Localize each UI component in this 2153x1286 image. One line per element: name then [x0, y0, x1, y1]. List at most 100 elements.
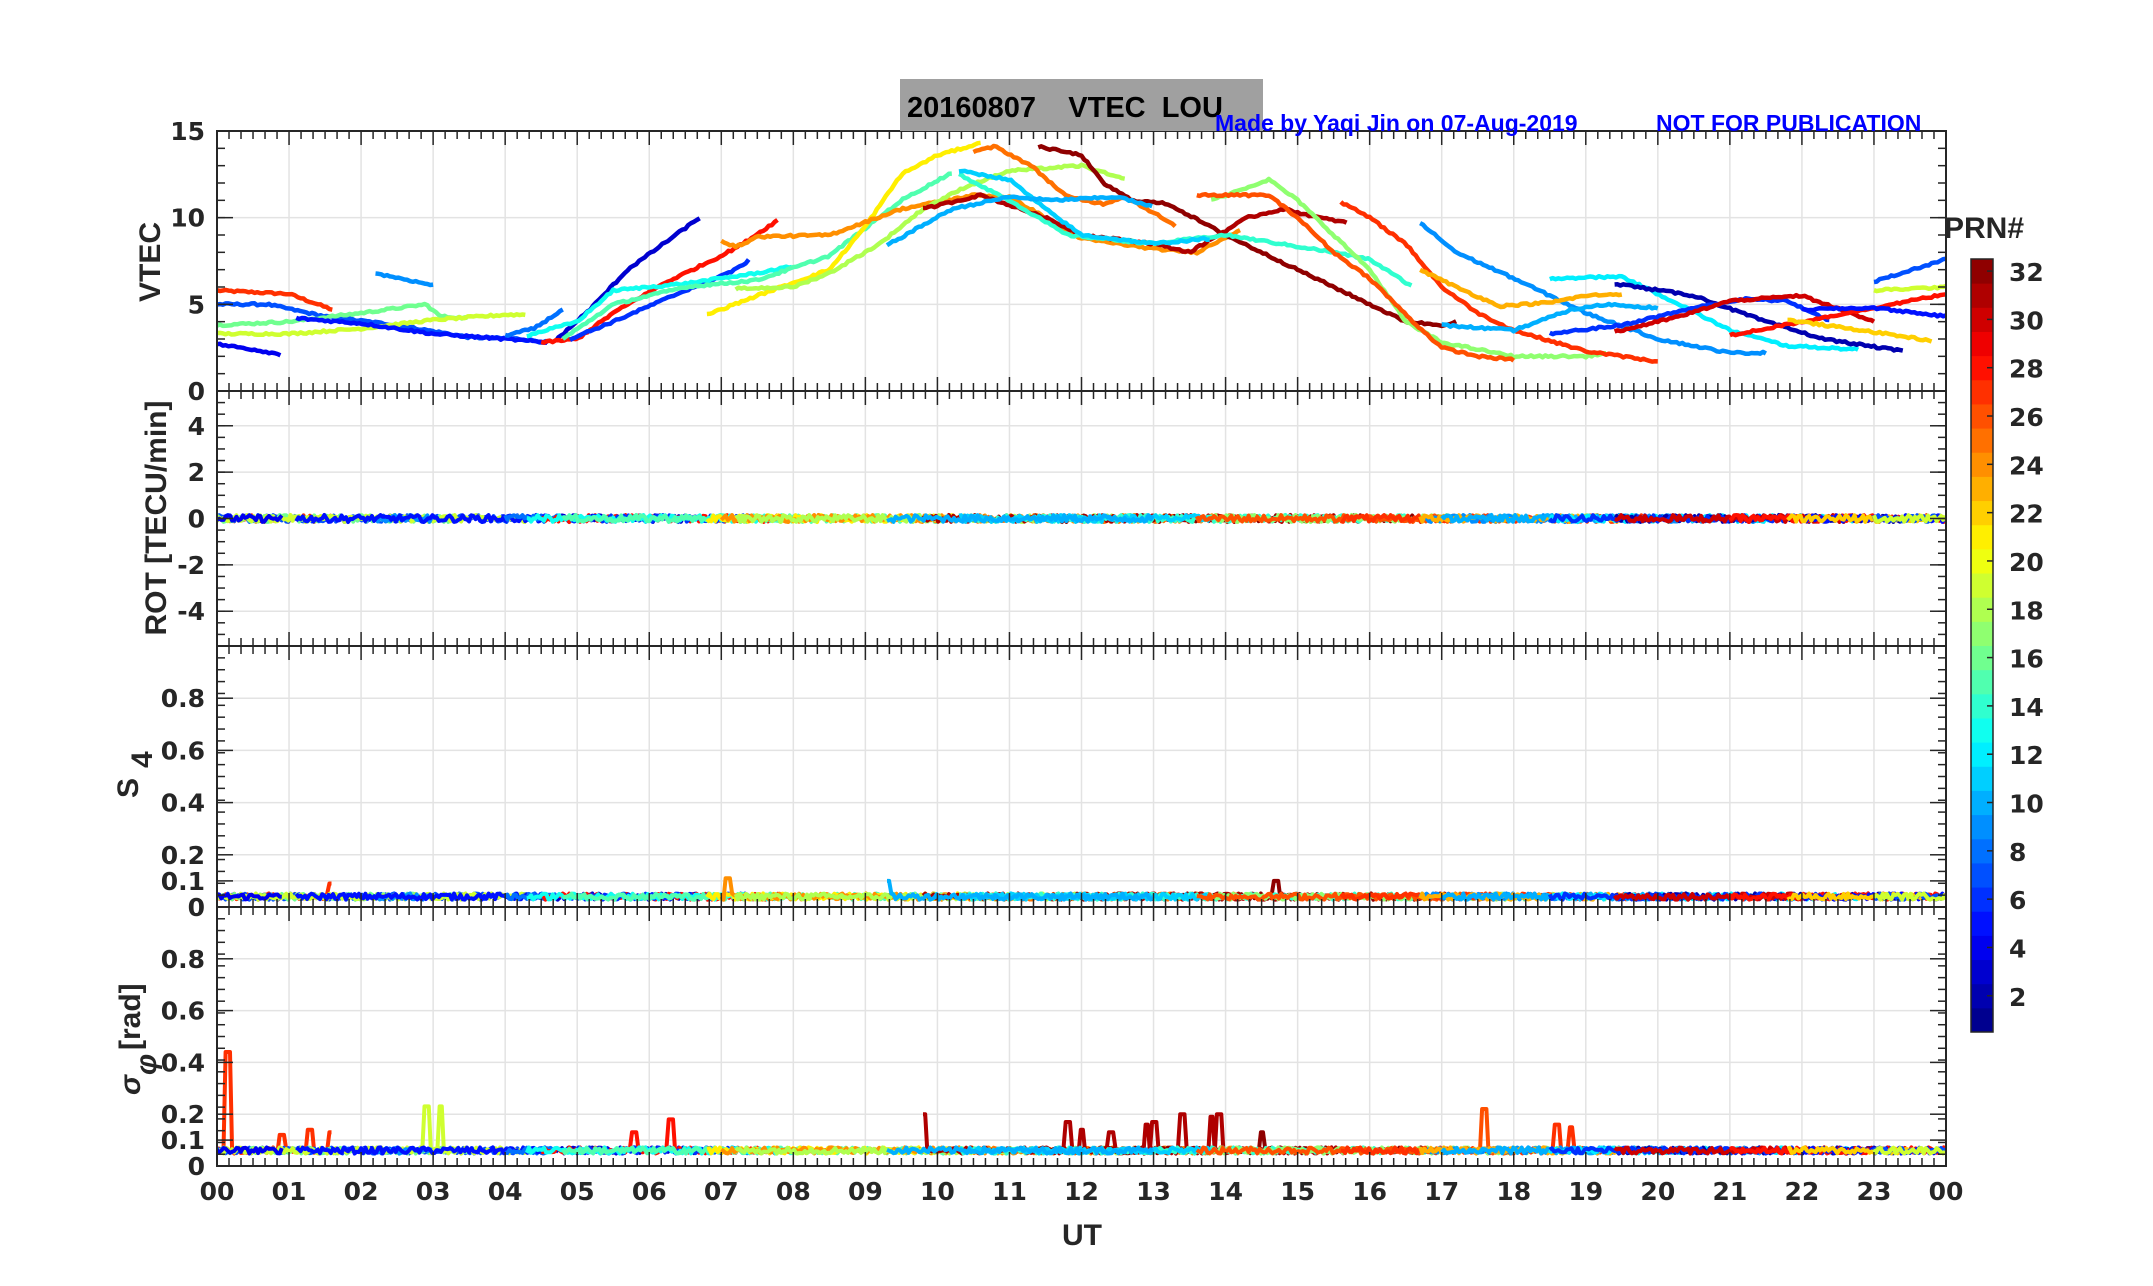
watermark-notice: NOT FOR PUBLICATION: [1656, 110, 1921, 136]
vtec-track-prn15: [561, 171, 952, 341]
rot-track-prn10: [886, 513, 1155, 524]
colorbar-tick-label: 26: [2009, 403, 2044, 432]
y-tick-label: 0.2: [161, 841, 205, 870]
y-tick-label: 10: [170, 204, 205, 233]
y-tick-label: 0.1: [161, 1126, 205, 1155]
chart-title: 20160807 VTEC LOU: [907, 92, 1223, 124]
vtec-track-prn16: [217, 301, 469, 329]
colorbar-band-prn7: [1971, 862, 1993, 888]
colorbar-band-prn26: [1971, 403, 1993, 429]
colorbar-tick-label: 14: [2009, 693, 2044, 722]
colorbar-band-prn32: [1971, 259, 1993, 284]
vtec-track-prn19: [217, 312, 526, 338]
x-tick-label: 01: [272, 1177, 307, 1206]
colorbar-band-prn13: [1971, 717, 1993, 743]
colorbar-tick-label: 4: [2009, 934, 2026, 963]
vtec-track-prn17: [1210, 176, 1606, 360]
x-tick-label: 00: [200, 1177, 235, 1206]
colorbar-tick-label: 24: [2009, 451, 2044, 480]
colorbar-band-prn8: [1971, 838, 1993, 864]
panel-data-rot: [217, 513, 1946, 524]
ylabel-s4: S 4: [112, 751, 159, 798]
panel-data-vtec: [217, 140, 1946, 364]
vtec-track-prn12: [1549, 273, 1860, 352]
colorbar-band-prn22: [1971, 500, 1993, 526]
x-tick-label: 06: [632, 1177, 667, 1206]
vtec-track-prn19: [1873, 283, 1946, 294]
colorbar-band-prn17: [1971, 621, 1993, 646]
colorbar-band-prn11: [1971, 766, 1993, 791]
colorbar-band-prn24: [1971, 452, 1993, 477]
colorbar-tick-label: 12: [2009, 741, 2044, 770]
vtec-track-prn10: [1441, 301, 1659, 334]
vtec-track-prn2: [1614, 282, 1904, 353]
x-tick-label: 16: [1352, 1177, 1387, 1206]
panel-data-sigma_phi: [217, 1050, 1946, 1156]
y-tick-label: 0.6: [161, 997, 205, 1026]
x-tick-label: 20: [1640, 1177, 1675, 1206]
vtec-track-prn25: [972, 143, 1177, 229]
vtec-track-prn8: [504, 307, 564, 338]
sigma_phi-track-prn22: [1786, 1145, 1932, 1156]
sigma_phi-track-prn19: [1872, 1145, 1946, 1156]
y-tick-label: 2: [188, 458, 205, 487]
colorbar-band-prn31: [1971, 283, 1993, 308]
colorbar-label: PRN#: [1944, 212, 2024, 245]
axes-layer: 051015-4-202400.10.20.40.60.800.10.20.40…: [161, 117, 1964, 1206]
ylabel-rot: ROT [TECU/min]: [140, 401, 173, 636]
x-tick-label: 09: [848, 1177, 883, 1206]
vtec-track-prn21: [706, 140, 981, 317]
colorbar-frame: [1970, 258, 1994, 1033]
x-tick-label: 23: [1857, 1177, 1892, 1206]
colorbar-tick-label: 20: [2009, 548, 2044, 577]
s4-track-prn10: [887, 878, 1155, 902]
ylabel-sigma-unit: [rad]: [114, 983, 147, 1050]
vtec-track-prn27: [1339, 200, 1658, 364]
colorbar-tick-label: 16: [2009, 645, 2044, 674]
colorbar-tick-label: 28: [2009, 355, 2044, 384]
colorbar-tick-label: 8: [2009, 838, 2026, 867]
y-tick-label: 4: [188, 412, 205, 441]
y-tick-label: 5: [188, 290, 205, 319]
vtec-track-prn5: [1801, 305, 1946, 319]
y-tick-label: 0: [188, 505, 205, 534]
y-tick-label: -4: [177, 597, 205, 626]
x-tick-label: 17: [1424, 1177, 1459, 1206]
y-tick-label: 0.8: [161, 684, 205, 713]
vtec-track-prn23: [1419, 267, 1623, 310]
colorbar-band-prn25: [1971, 428, 1993, 453]
rot-track-prn4: [217, 513, 284, 524]
ylabel-s4-main: S: [112, 778, 145, 798]
y-tick-label: 0: [188, 1152, 205, 1181]
y-tick-label: 0.4: [161, 1048, 205, 1077]
x-tick-label: 18: [1496, 1177, 1531, 1206]
x-tick-label: 03: [416, 1177, 451, 1206]
vtec-track-prn27: [217, 287, 333, 312]
y-tick-label: 0: [188, 893, 205, 922]
y-tick-label: 0: [188, 377, 205, 406]
colorbar-band-prn14: [1971, 693, 1993, 719]
vtec-track-prn9: [375, 271, 434, 288]
colorbar-band-prn1: [1971, 1007, 1993, 1033]
y-tick-label: 0.6: [161, 736, 205, 765]
vtec-track-prn4: [217, 341, 282, 358]
colorbar-band-prn16: [1971, 645, 1993, 671]
colorbar-band-prn28: [1971, 355, 1993, 381]
colorbar-band-prn4: [1971, 935, 1993, 961]
colorbar-band-prn2: [1971, 983, 1993, 1009]
x-tick-label: 05: [560, 1177, 595, 1206]
x-tick-label: 04: [488, 1177, 523, 1206]
y-tick-label: 0.1: [161, 867, 205, 896]
ylabel-phi-sub: φ: [130, 1054, 163, 1075]
x-tick-label: 02: [344, 1177, 379, 1206]
colorbar-tick-label: 30: [2009, 306, 2044, 335]
vtec-track-prn32: [1037, 144, 1458, 329]
colorbar-band-prn18: [1971, 597, 1993, 622]
sigma_phi-track-prn5: [295, 1145, 549, 1156]
x-tick-label: 21: [1712, 1177, 1747, 1206]
ylabel-sigma: σ: [114, 1074, 147, 1095]
vtec-track-prn5: [295, 315, 548, 346]
y-tick-label: 0.8: [161, 945, 205, 974]
colorbar-band-prn30: [1971, 307, 1993, 332]
